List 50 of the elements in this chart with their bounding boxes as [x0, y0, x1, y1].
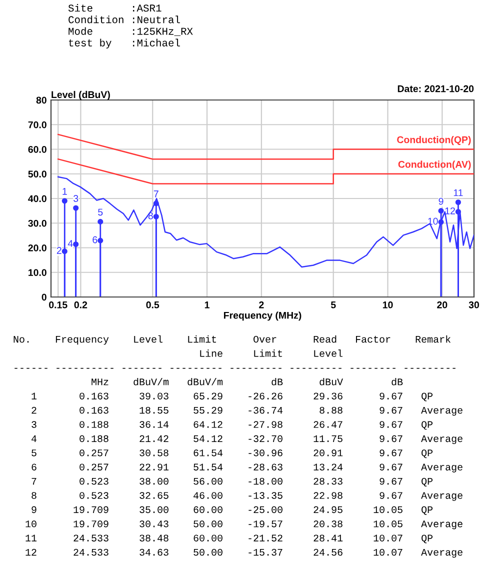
y-tick-label: 60.0 — [28, 146, 46, 153]
y-tick-label: 50.0 — [28, 170, 46, 178]
text: 11 24.533 38.48 60.00 -21.52 28.41 10.07 QP — [26, 534, 433, 544]
text: 9 19.709 35.00 60.00 -25.00 24.95 10.05 QP — [32, 506, 433, 515]
x-tick-label: 5 — [330, 302, 336, 308]
text: 8 0.523 32.65 46.00 -13.35 22.98 9.67 Average — [32, 492, 462, 501]
x-tick-label: 0.2 — [74, 301, 88, 308]
x-tick-label: 0.15 — [49, 301, 68, 308]
x-tick-label: 1 — [204, 302, 210, 308]
annotation: 11 — [454, 189, 463, 196]
text: No. Frequency Level Limit Over Read Factor Remark — [14, 335, 451, 345]
annotation: 12 — [445, 207, 455, 214]
chart-title: Site :ASR1 Condition :Neutral Mode :125KHz_RX test by :Michael — [68, 4, 193, 49]
y-tick-label: 40.0 — [28, 195, 46, 202]
y-tick-label: 20.0 — [28, 244, 46, 252]
text: Line Limit Level — [200, 350, 343, 357]
text: ------ ---------- ------- --------- --------- --------- -------- --------- — [14, 368, 456, 369]
annotation: 9 — [438, 198, 444, 205]
annotation: 4 — [68, 240, 73, 247]
text: 3 0.188 36.14 64.12 -27.98 26.47 9.67 QP — [32, 421, 433, 430]
text: 6 0.257 22.91 51.54 -28.63 13.24 9.67 Average — [32, 464, 462, 472]
y-tick-label: 80 — [36, 96, 46, 104]
annotation: 3 — [74, 195, 78, 202]
series-label: Conduction(AV) — [398, 160, 471, 170]
annotation: 1 — [62, 188, 67, 195]
text: 2 0.163 18.55 55.29 -36.74 8.88 9.67 Average — [32, 406, 462, 416]
x-axis-title: Frequency (MHz) — [224, 312, 302, 321]
annotation: 7 — [154, 190, 158, 198]
annotation: 2 — [56, 247, 62, 254]
annotation: 6 — [92, 236, 98, 244]
annotation: 5 — [98, 208, 103, 216]
series-label: Conduction(QP) — [397, 136, 471, 146]
text: 4 0.188 21.42 54.12 -32.70 11.75 9.67 Average — [32, 435, 462, 444]
text: 10 19.709 30.43 50.00 -19.57 20.38 10.05 Average — [26, 520, 462, 530]
text: 1 0.163 39.03 65.29 -26.26 29.36 9.67 QP — [32, 392, 433, 402]
y-tick-label: 0 — [42, 294, 46, 301]
x-tick-label: 30 — [468, 301, 480, 308]
text: 12 24.533 34.63 50.00 -15.37 24.56 10.07 Average — [26, 548, 462, 558]
y-tick-label: 70.0 — [28, 121, 46, 128]
x-tick-label: 20 — [437, 301, 448, 308]
text: 7 0.523 38.00 56.00 -18.00 28.33 9.67 QP — [32, 478, 433, 486]
x-tick-label: 0.5 — [146, 301, 160, 308]
y-tick-label: 30.0 — [28, 220, 46, 227]
y-axis-title: Level (dBuV) — [52, 90, 110, 100]
chart-subtitle: Date: 2021-10-20 — [398, 85, 474, 92]
y-tick-label: 10.0 — [28, 269, 46, 276]
x-tick-label: 2 — [259, 301, 264, 308]
text: 5 0.257 30.58 61.54 -30.96 20.91 9.67 QP — [32, 449, 433, 458]
text: MHz dBuV/m dBuV/m dB dBuV dB — [92, 378, 403, 386]
x-tick-label: 10 — [382, 301, 393, 308]
